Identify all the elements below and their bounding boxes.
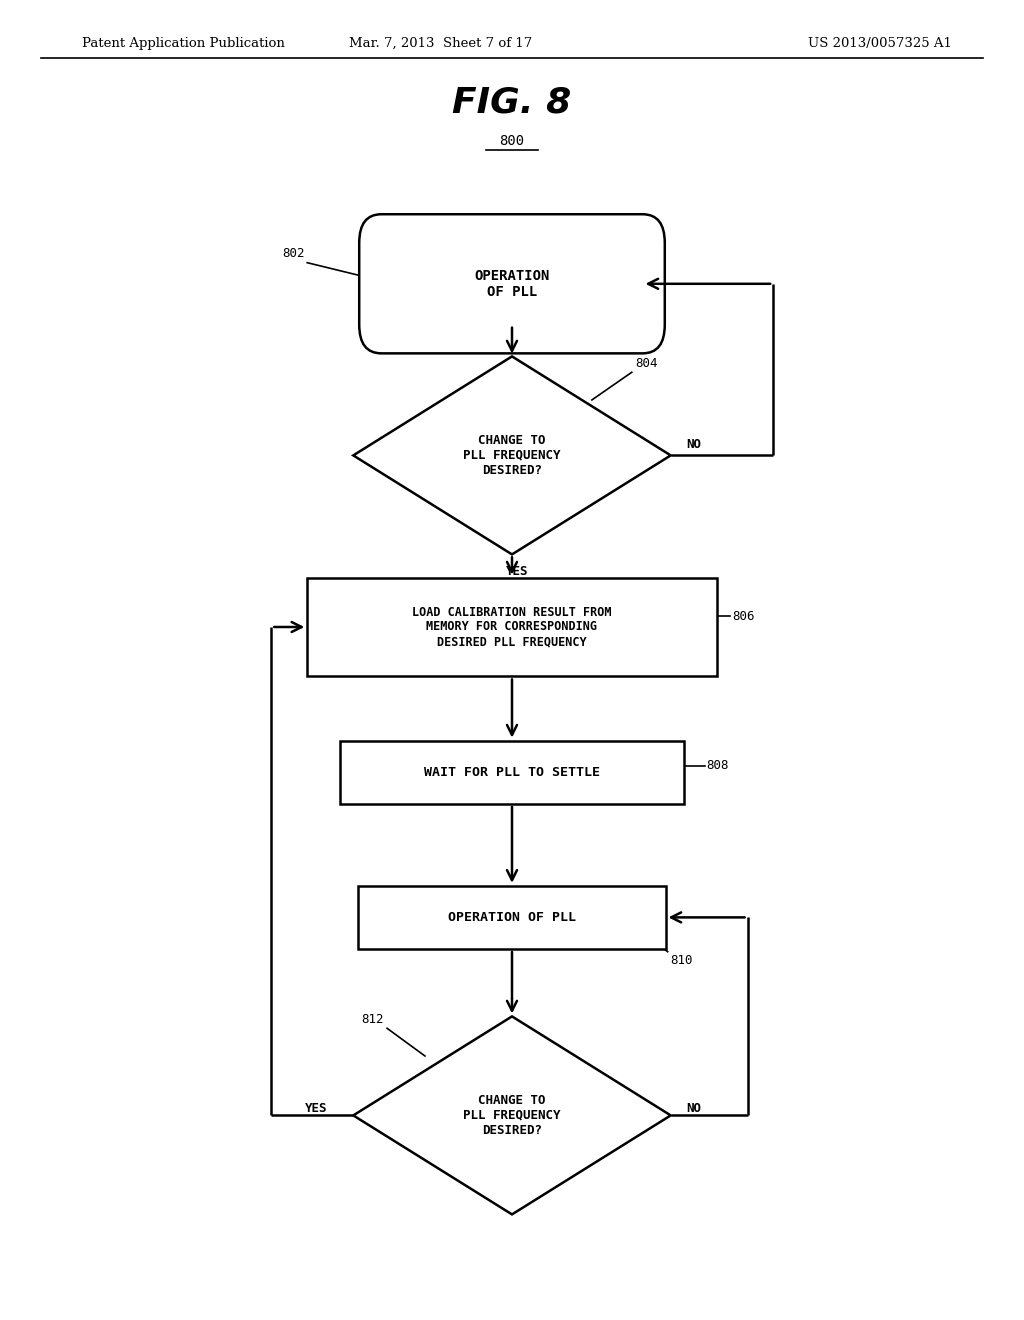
Text: NO: NO [686, 1102, 701, 1115]
Text: 806: 806 [732, 610, 755, 623]
Text: 812: 812 [361, 1012, 384, 1026]
Text: OPERATION OF PLL: OPERATION OF PLL [449, 911, 575, 924]
Text: CHANGE TO
PLL FREQUENCY
DESIRED?: CHANGE TO PLL FREQUENCY DESIRED? [463, 434, 561, 477]
Text: 804: 804 [635, 356, 657, 370]
Text: LOAD CALIBRATION RESULT FROM
MEMORY FOR CORRESPONDING
DESIRED PLL FREQUENCY: LOAD CALIBRATION RESULT FROM MEMORY FOR … [413, 606, 611, 648]
Text: YES: YES [305, 1102, 328, 1115]
Bar [358, 886, 666, 949]
Text: FIG. 8: FIG. 8 [453, 86, 571, 120]
Text: 810: 810 [671, 954, 693, 968]
Text: 800: 800 [500, 133, 524, 148]
Text: Patent Application Publication: Patent Application Publication [82, 37, 285, 50]
Text: YES: YES [506, 565, 528, 578]
Text: Mar. 7, 2013  Sheet 7 of 17: Mar. 7, 2013 Sheet 7 of 17 [349, 37, 531, 50]
Text: OPERATION
OF PLL: OPERATION OF PLL [474, 269, 550, 298]
Text: WAIT FOR PLL TO SETTLE: WAIT FOR PLL TO SETTLE [424, 766, 600, 779]
Text: NO: NO [686, 438, 701, 451]
Text: CHANGE TO
PLL FREQUENCY
DESIRED?: CHANGE TO PLL FREQUENCY DESIRED? [463, 1094, 561, 1137]
Bar [340, 741, 684, 804]
Polygon shape [353, 356, 671, 554]
Bar [307, 578, 717, 676]
FancyBboxPatch shape [359, 214, 665, 354]
Polygon shape [353, 1016, 671, 1214]
Text: 808: 808 [707, 759, 729, 772]
Text: US 2013/0057325 A1: US 2013/0057325 A1 [808, 37, 952, 50]
Text: 802: 802 [283, 247, 305, 260]
